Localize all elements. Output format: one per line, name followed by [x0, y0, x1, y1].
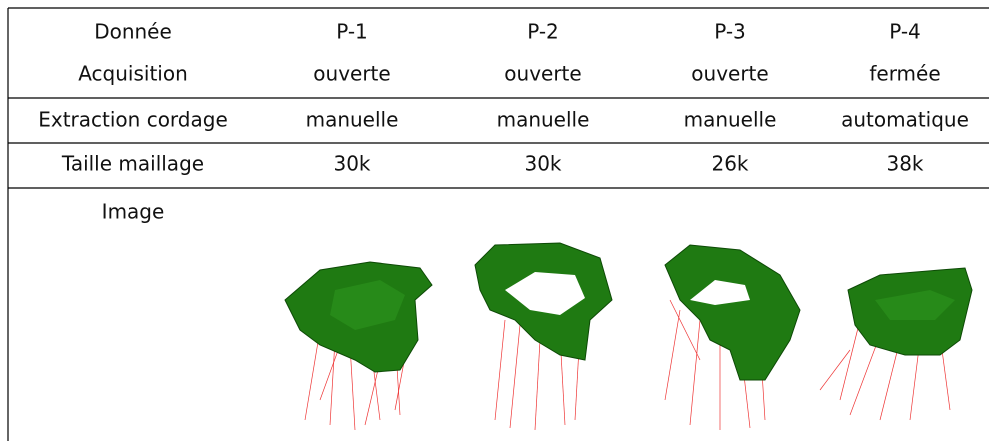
cell-text: manuelle — [684, 108, 777, 132]
table-rules — [7, 7, 989, 441]
cell-text: P-2 — [527, 20, 559, 44]
cell-text: P-4 — [889, 20, 921, 44]
valve-p1 — [284, 261, 433, 431]
valve-images — [284, 242, 973, 431]
cell-text: ouverte — [691, 62, 768, 86]
cell-text: manuelle — [306, 108, 399, 132]
cell-text: P-3 — [714, 20, 746, 44]
row-header: Donnée — [94, 20, 172, 44]
cell-text: 30k — [333, 152, 370, 176]
valve-p4 — [819, 267, 973, 421]
cell-text: automatique — [841, 108, 969, 132]
row-header: Extraction cordage — [38, 108, 228, 132]
valve-p2 — [474, 242, 613, 431]
valve-p3 — [664, 244, 801, 430]
cell-text: manuelle — [497, 108, 590, 132]
row-header: Taille maillage — [61, 152, 204, 176]
cell-text: 38k — [886, 152, 923, 176]
row-header: Image — [102, 200, 165, 224]
cell-text: P-1 — [336, 20, 368, 44]
table-cells: Donnée P-1 P-2 P-3 P-4 Acquisition ouverte ouve… — [38, 20, 969, 224]
cell-text: fermée — [869, 62, 940, 86]
cell-text: ouverte — [313, 62, 390, 86]
cell-text: ouverte — [504, 62, 581, 86]
cell-text: 30k — [524, 152, 561, 176]
row-header: Acquisition — [78, 62, 188, 86]
cell-text: 26k — [711, 152, 748, 176]
